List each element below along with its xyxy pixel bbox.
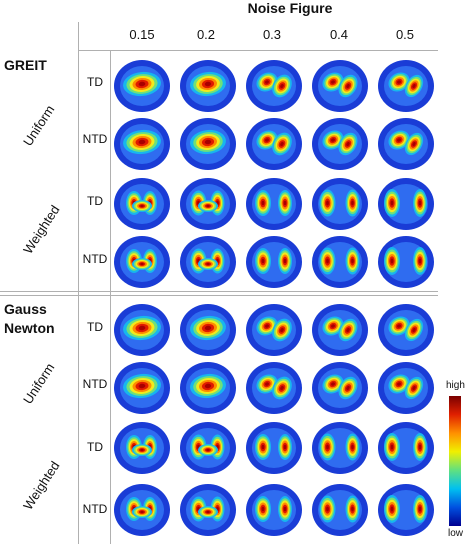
reconstruction-image [309,482,371,538]
group-label-weighted: Weighted [20,202,63,257]
grid-vertical-line [78,22,79,544]
colorbar-low-label: low [448,528,464,539]
colorbar-high-label: high [446,380,465,391]
reconstruction-image [243,360,305,416]
reconstruction-image [309,116,371,172]
reconstruction-image [177,58,239,114]
section-label-gauss-newton: Gauss Newton [4,301,55,336]
reconstruction-image [177,360,239,416]
row-label: NTD [82,132,108,146]
section-divider [0,291,438,292]
column-label: 0.2 [196,27,216,42]
reconstruction-image [243,116,305,172]
reconstruction-image [309,360,371,416]
reconstruction-image [375,420,437,476]
group-label-uniform: Uniform [20,360,58,407]
row-label: NTD [82,377,108,391]
row-label: TD [87,440,103,454]
reconstruction-image [309,58,371,114]
row-label: TD [87,320,103,334]
reconstruction-image [243,234,305,290]
row-label: TD [87,194,103,208]
group-label-uniform: Uniform [20,102,58,149]
column-label: 0.15 [129,27,155,42]
reconstruction-image [309,234,371,290]
reconstruction-image [375,58,437,114]
row-label: NTD [82,502,108,516]
reconstruction-image [111,176,173,232]
row-label: TD [87,75,103,89]
reconstruction-image [177,116,239,172]
reconstruction-image [375,176,437,232]
reconstruction-image [375,116,437,172]
reconstruction-image [177,302,239,358]
grid-vertical-line [110,50,111,544]
column-label: 0.3 [262,27,282,42]
reconstruction-image [177,234,239,290]
reconstruction-image [111,116,173,172]
reconstruction-image [309,176,371,232]
reconstruction-image [111,58,173,114]
reconstruction-image [309,302,371,358]
section-label-greit: GREIT [4,57,47,73]
reconstruction-image [177,176,239,232]
reconstruction-image [111,420,173,476]
reconstruction-image [111,302,173,358]
reconstruction-image [177,420,239,476]
figure-title: Noise Figure [247,0,333,16]
group-label-weighted: Weighted [20,458,63,513]
colorbar [449,396,461,526]
reconstruction-image [243,482,305,538]
reconstruction-image [309,420,371,476]
reconstruction-image [243,176,305,232]
reconstruction-image [243,58,305,114]
reconstruction-image [243,420,305,476]
reconstruction-image [111,234,173,290]
reconstruction-image [111,360,173,416]
reconstruction-image [375,482,437,538]
reconstruction-image [111,482,173,538]
reconstruction-image [177,482,239,538]
reconstruction-image [375,360,437,416]
reconstruction-image [375,234,437,290]
reconstruction-image [375,302,437,358]
section-divider [0,295,438,296]
reconstruction-image [243,302,305,358]
row-label: NTD [82,252,108,266]
column-label: 0.5 [395,27,415,42]
column-label: 0.4 [329,27,349,42]
grid-horizontal-line [78,50,438,51]
